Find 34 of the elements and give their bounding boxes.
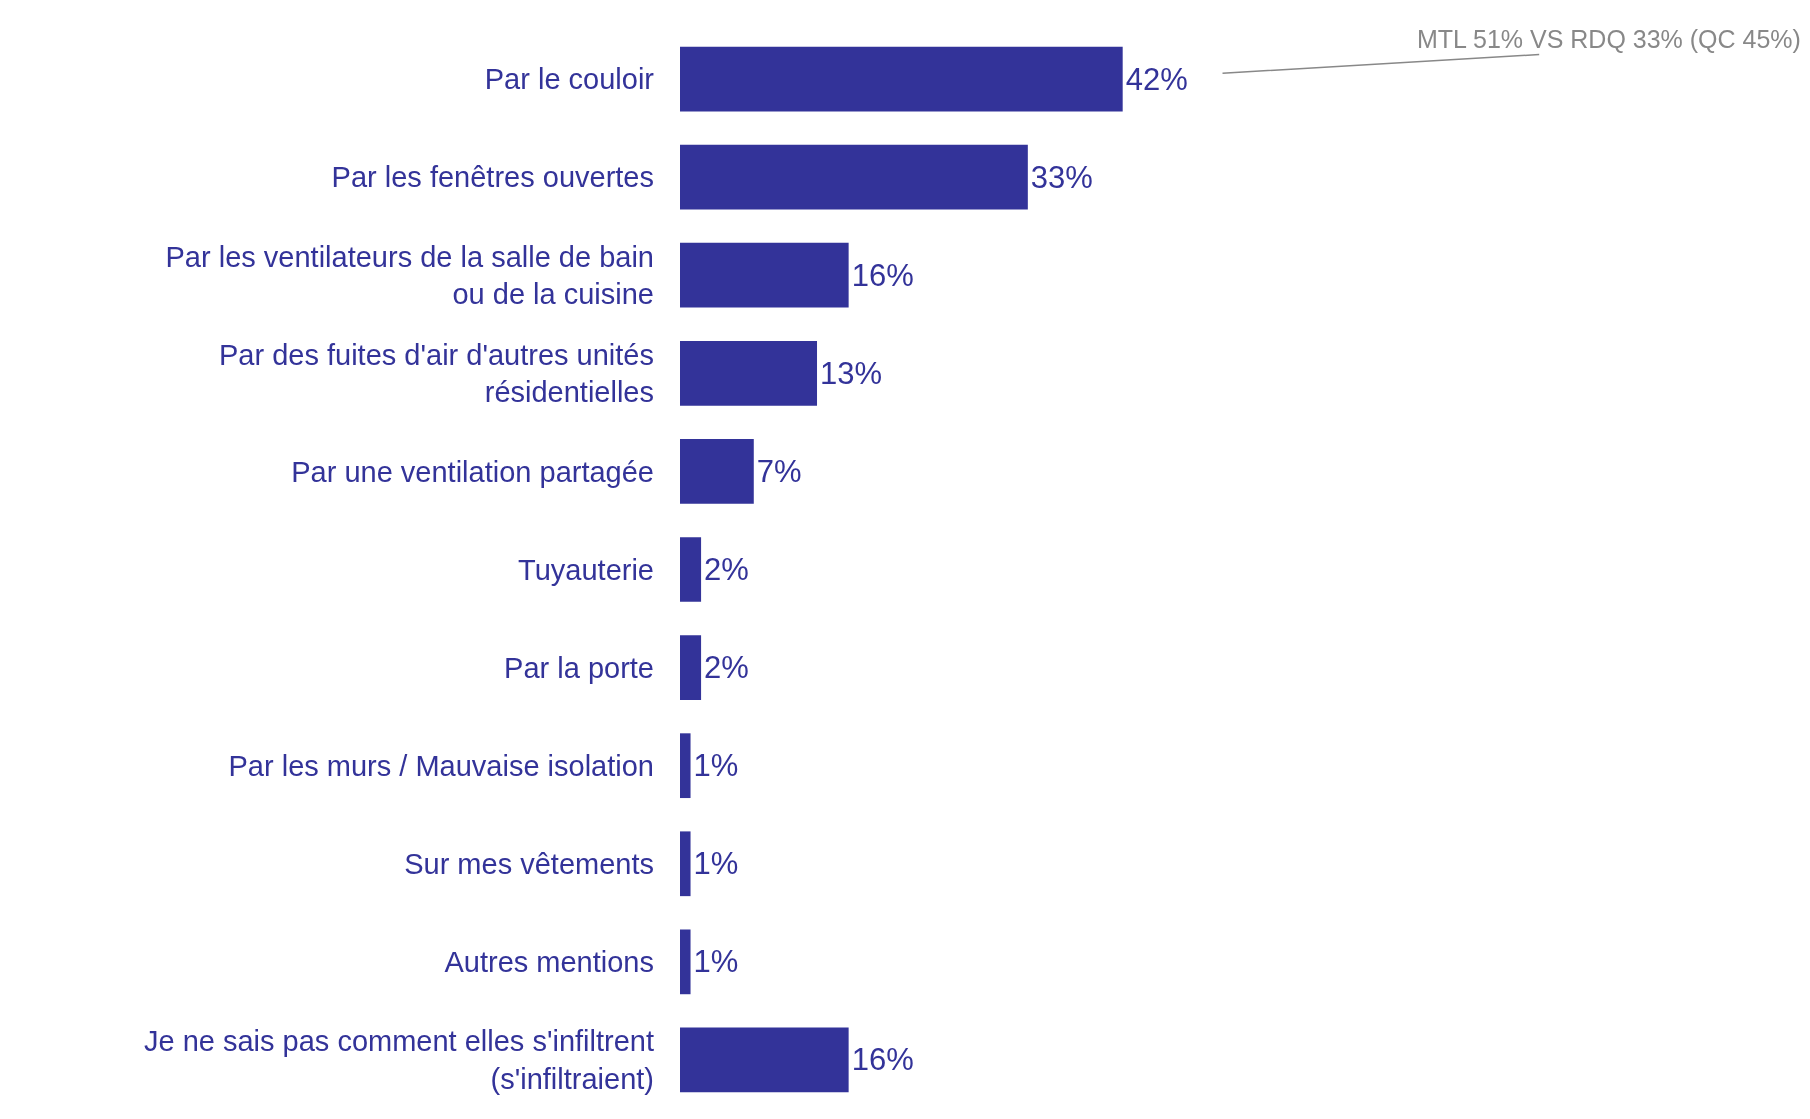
data-label: 1% xyxy=(693,748,739,784)
y-tick-label: Autres mentions xyxy=(444,946,654,979)
y-tick-label: Par le couloir xyxy=(484,63,655,96)
bar xyxy=(680,439,754,504)
data-label: 16% xyxy=(851,257,914,293)
data-label: 16% xyxy=(851,1042,914,1078)
y-tick-label: Tuyauterie xyxy=(518,553,654,586)
y-tick-label: Par des fuites d'air d'autres unités résidentielles xyxy=(218,338,654,409)
y-tick-label: Je ne sais pas comment elles s'infiltrent (s'infiltraient) xyxy=(143,1025,654,1095)
bar xyxy=(680,242,849,308)
bar xyxy=(680,635,702,700)
data-label: 1% xyxy=(693,944,739,980)
bar xyxy=(680,46,1123,112)
y-tick-label: Par les ventilateurs de la salle de bain ou de la cuisine xyxy=(165,240,654,311)
y-tick-label: Par les fenêtres ouvertes xyxy=(331,161,654,194)
bar xyxy=(680,733,691,799)
bar xyxy=(680,537,702,602)
y-tick-label: Par la porte xyxy=(504,651,654,684)
data-label: 1% xyxy=(693,846,739,882)
data-label: 42% xyxy=(1125,61,1188,97)
annotation: MTL 51% VS RDQ 33% (QC 45%) xyxy=(1417,25,1801,53)
data-label: 33% xyxy=(1030,159,1093,195)
y-tick-label: Par les murs / Mauvaise isolation xyxy=(228,749,654,782)
bar xyxy=(680,831,691,897)
bar xyxy=(680,340,818,406)
data-label: 13% xyxy=(820,355,883,391)
bar xyxy=(680,144,1028,210)
data-label: 2% xyxy=(704,650,749,686)
bar xyxy=(680,929,691,995)
y-tick-label: Par une ventilation partagée xyxy=(291,455,654,488)
bar xyxy=(680,1027,849,1093)
y-tick-label: Sur mes vêtements xyxy=(404,847,654,880)
data-label: 2% xyxy=(704,552,749,587)
data-label: 7% xyxy=(756,453,802,489)
